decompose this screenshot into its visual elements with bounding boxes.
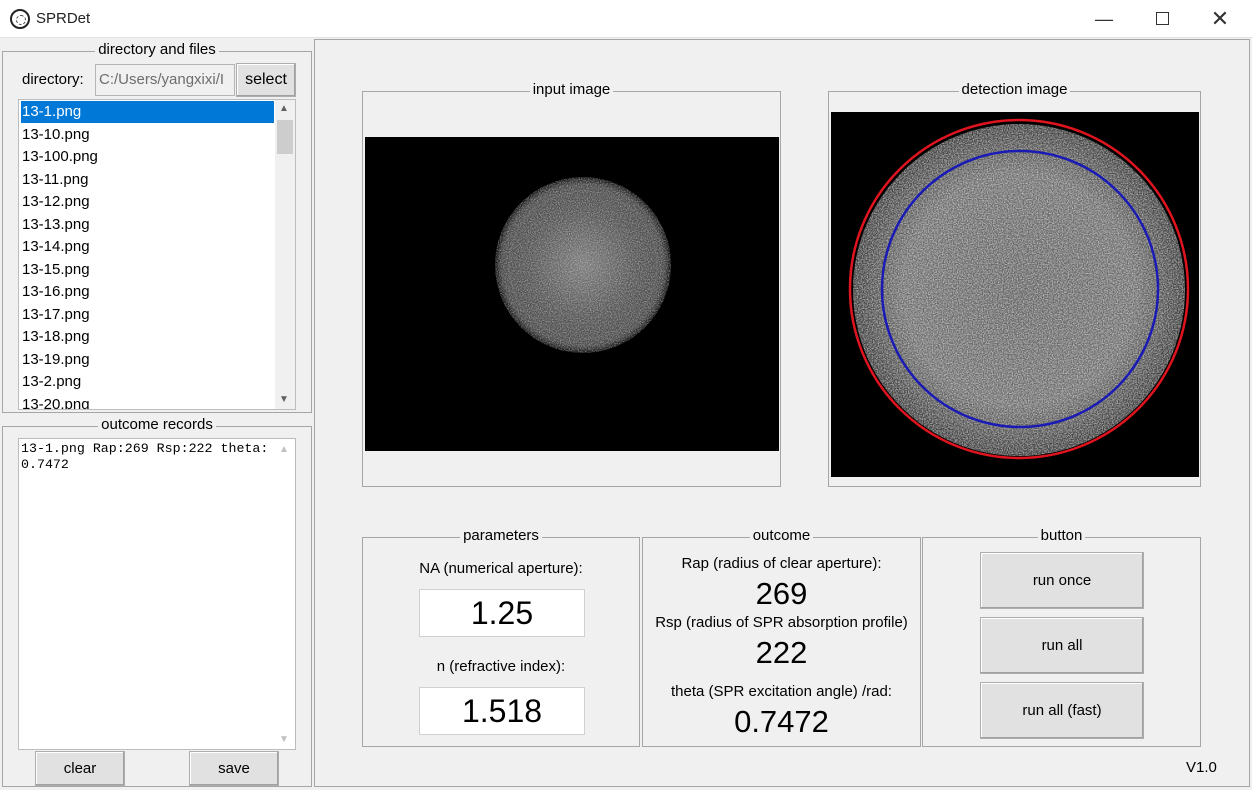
file-list[interactable]: 13-1.png 13-10.png 13-100.png 13-11.png 13-1…	[18, 99, 296, 410]
clear-button-label: clear	[63, 760, 97, 777]
na-label: NA (numerical aperture):	[419, 560, 583, 577]
directory-group-legend: directory and files	[95, 41, 219, 58]
version-label: V1.0	[1186, 759, 1217, 776]
run-once-button[interactable]: run once	[980, 552, 1144, 609]
button-group-legend: button	[1037, 527, 1086, 544]
parameters-group: parameters	[362, 527, 640, 747]
save-button-label: save	[218, 760, 250, 777]
file-list-item[interactable]: 13-11.png	[22, 170, 89, 188]
parameters-legend: parameters	[460, 527, 542, 544]
records-group-legend: outcome records	[98, 416, 216, 433]
directory-input[interactable]: C:/Users/yangxixi/I	[95, 64, 235, 96]
run-all-button[interactable]: run all	[980, 617, 1144, 674]
minimize-button[interactable]: —	[1095, 9, 1113, 29]
file-list-item[interactable]: 13-20.png	[22, 395, 90, 410]
records-scrollbar[interactable]: ▲ ▼	[275, 439, 295, 749]
file-list-item[interactable]: 13-2.png	[22, 373, 82, 390]
input-image-group: input image	[362, 81, 781, 487]
rap-value: 269	[755, 576, 808, 611]
rsp-value: 222	[755, 635, 808, 670]
scroll-up-icon[interactable]: ▲	[279, 103, 289, 114]
file-list-scrollbar[interactable]: ▲ ▼	[275, 100, 295, 409]
outcome-legend: outcome	[749, 527, 814, 544]
file-list-item[interactable]: 13-19.png	[22, 350, 90, 368]
clear-button[interactable]: clear	[35, 751, 125, 786]
file-list-item[interactable]: 13-10.png	[22, 125, 90, 143]
detection-image-legend: detection image	[958, 81, 1071, 98]
save-button[interactable]: save	[189, 751, 279, 786]
rap-label: Rap (radius of clear aperture):	[681, 555, 882, 572]
title-bar: SPRDet — ✕	[0, 0, 1252, 38]
directory-label: directory:	[22, 71, 84, 88]
records-textbox[interactable]: 13-1.png Rap:269 Rsp:222 theta:0.7472 ▲ …	[18, 438, 296, 750]
file-list-item[interactable]: 13-13.png	[22, 215, 90, 233]
records-scroll-up-icon[interactable]: ▲	[279, 444, 289, 455]
input-image	[365, 137, 779, 451]
aperture-circle	[848, 118, 1190, 460]
button-group: button	[922, 527, 1201, 747]
file-list-item[interactable]: 13-17.png	[22, 305, 90, 323]
select-button[interactable]: select	[236, 63, 296, 97]
maximize-button[interactable]	[1133, 0, 1191, 38]
scroll-down-icon[interactable]: ▼	[279, 394, 289, 405]
file-list-item[interactable]: 13-14.png	[22, 238, 90, 255]
theta-value: 0.7472	[734, 704, 829, 739]
file-list-item[interactable]: 13-100.png	[22, 148, 98, 165]
records-text: 13-1.png Rap:269 Rsp:222 theta:0.7472	[21, 441, 269, 472]
n-label: n (refractive index):	[436, 658, 566, 675]
detection-image-group: detection image	[828, 81, 1201, 487]
outcome-group: outcome	[642, 527, 921, 747]
spr-profile-circle	[880, 149, 1160, 429]
run-once-label: run once	[1032, 572, 1092, 589]
file-list-item[interactable]: 13-15.png	[22, 260, 90, 278]
window-title: SPRDet	[36, 10, 91, 27]
input-image-legend: input image	[529, 81, 614, 98]
maximize-icon	[1155, 12, 1169, 26]
detection-image	[831, 112, 1199, 477]
records-group: outcome records	[2, 416, 312, 787]
directory-value: C:/Users/yangxixi/I	[99, 71, 225, 88]
n-input[interactable]: 1.518	[419, 687, 585, 735]
run-all-label: run all	[1041, 637, 1083, 654]
main-panel	[314, 39, 1250, 787]
na-input[interactable]: 1.25	[419, 589, 585, 637]
file-list-item[interactable]: 13-1.png	[21, 101, 274, 123]
run-all-fast-label: run all (fast)	[1022, 702, 1102, 719]
close-button[interactable]: ✕	[1210, 6, 1230, 31]
records-scroll-down-icon[interactable]: ▼	[279, 734, 289, 745]
rsp-label: Rsp (radius of SPR absorption profile)	[655, 614, 908, 631]
file-list-item[interactable]: 13-18.png	[22, 328, 90, 345]
scroll-thumb[interactable]	[277, 120, 293, 154]
file-list-item[interactable]: 13-16.png	[22, 283, 90, 300]
app-icon	[10, 9, 30, 29]
select-button-label: select	[245, 71, 287, 88]
file-list-item[interactable]: 13-12.png	[22, 193, 90, 210]
theta-label: theta (SPR excitation angle) /rad:	[671, 683, 892, 700]
run-all-fast-button[interactable]: run all (fast)	[980, 682, 1144, 739]
directory-group: directory and files	[2, 41, 312, 413]
